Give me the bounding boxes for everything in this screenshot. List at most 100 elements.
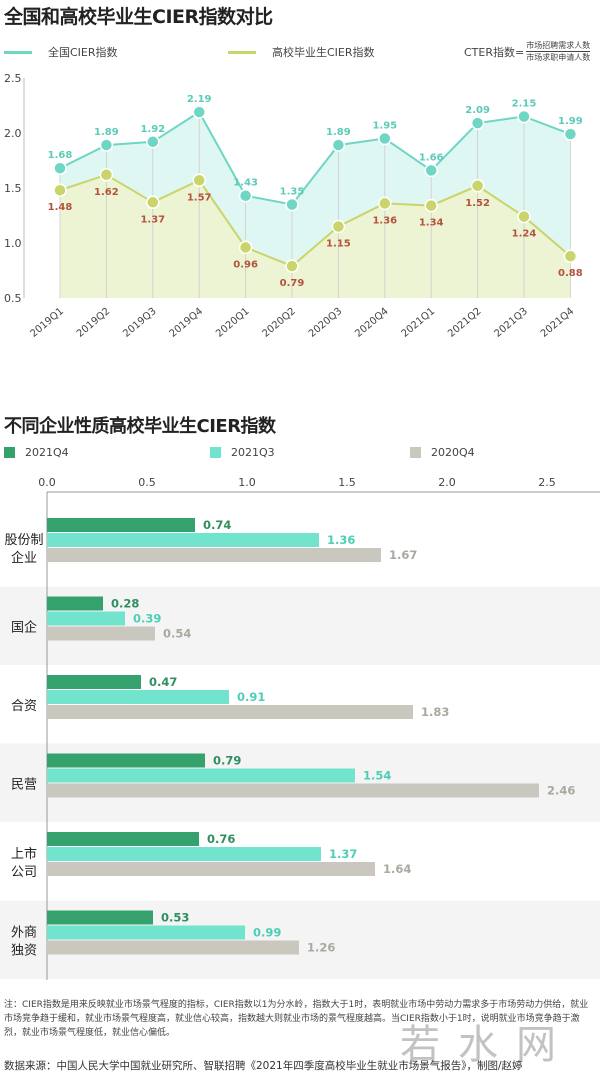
data-point	[99, 138, 114, 152]
data-label: 1.57	[187, 192, 212, 203]
bar-value-label: 0.99	[253, 926, 281, 940]
data-label: 1.95	[372, 121, 397, 132]
bar	[47, 753, 205, 768]
category-label: 民营	[11, 778, 37, 793]
data-point	[192, 173, 206, 188]
data-label: 0.96	[233, 259, 258, 270]
data-point	[285, 197, 299, 212]
legend-2021q4: 2021Q4	[4, 446, 69, 459]
data-point	[563, 249, 578, 263]
data-label: 1.24	[512, 229, 537, 240]
data-point	[53, 183, 67, 197]
bar	[47, 690, 229, 704]
y-tick-label: 2.5	[4, 72, 22, 85]
y-tick-label: 1.0	[4, 237, 22, 250]
bar	[47, 832, 199, 846]
bar	[47, 548, 381, 562]
x-tick-label: 0.5	[138, 476, 156, 489]
x-tick-label: 0.0	[38, 476, 56, 489]
category-label: 公司	[11, 865, 37, 880]
data-label: 1.36	[372, 215, 397, 226]
y-tick-label: 0.5	[4, 292, 22, 305]
bar-value-label: 0.39	[133, 612, 161, 626]
bar	[47, 940, 299, 955]
data-point	[53, 161, 67, 175]
data-label: 1.89	[326, 127, 351, 138]
data-point	[424, 163, 438, 178]
bar-value-label: 1.67	[389, 548, 417, 562]
legend-2020q4: 2020Q4	[410, 446, 475, 459]
category-label: 股份制	[4, 533, 43, 548]
data-point	[192, 105, 206, 119]
bar	[47, 847, 321, 861]
x-tick-label: 1.5	[338, 476, 356, 489]
bar	[47, 675, 141, 689]
bar	[47, 518, 195, 532]
data-label: 0.88	[558, 268, 583, 279]
series-line	[59, 173, 572, 268]
data-point	[517, 209, 531, 224]
category-label: 外商	[11, 926, 37, 941]
y-tick-label: 1.5	[4, 182, 22, 195]
bar-value-label: 0.74	[203, 518, 231, 532]
category-label: 上市	[11, 846, 37, 862]
bar	[47, 705, 413, 719]
data-point	[470, 116, 485, 130]
data-label: 2.09	[465, 105, 490, 116]
data-label: 2.15	[512, 99, 537, 110]
bar	[47, 783, 539, 798]
bar	[47, 910, 153, 925]
footnote: 注：CIER指数是用来反映就业市场景气程度的指标，CIER指数以1为分水岭，指数…	[4, 1000, 589, 1038]
bar	[47, 626, 155, 641]
data-point	[331, 219, 346, 234]
category-label: 独资	[11, 944, 37, 959]
data-point	[470, 179, 485, 193]
bar	[47, 862, 375, 876]
watermark: 若水网	[400, 1022, 574, 1068]
bar-value-label: 1.26	[307, 941, 335, 955]
data-source: 数据来源：中国人民大学中国就业研究所、智联招聘《2021年四季度高校毕业生就业市…	[4, 1060, 523, 1072]
bar	[47, 925, 245, 940]
category-label: 合资	[11, 699, 37, 714]
data-label: 1.37	[140, 214, 165, 225]
bar-value-label: 0.79	[213, 754, 241, 768]
data-point	[238, 188, 253, 203]
bar	[47, 611, 125, 626]
bar	[47, 768, 355, 783]
data-point	[331, 138, 346, 152]
data-label: 2.19	[187, 94, 212, 105]
data-point	[424, 198, 438, 213]
data-label: 1.48	[48, 202, 73, 213]
data-point	[238, 240, 253, 255]
data-label: 1.34	[419, 218, 444, 229]
bar-value-label: 0.54	[163, 627, 191, 641]
data-label: 1.62	[94, 187, 119, 198]
legend-college: 高校毕业生CIER指数	[228, 44, 375, 60]
data-point	[517, 109, 531, 124]
line-chart-title: 全国和高校毕业生CIER指数对比	[4, 6, 273, 28]
data-point	[285, 259, 299, 273]
bar-value-label: 0.53	[161, 911, 189, 925]
bar-value-label: 0.91	[237, 690, 265, 704]
category-label: 企业	[11, 550, 37, 566]
y-tick-label: 2.0	[4, 127, 22, 140]
legend-national: 全国CIER指数	[4, 44, 118, 60]
data-point	[99, 168, 114, 182]
category-label: 国企	[11, 620, 37, 636]
series-area	[60, 174, 571, 298]
series-line	[59, 110, 571, 206]
data-label: 1.92	[140, 124, 165, 135]
data-label: 1.66	[419, 152, 444, 163]
bar-value-label: 1.64	[383, 862, 411, 876]
bar	[47, 596, 103, 611]
formula: CTER指数= 市场招聘需求人数 市场求职申请人数	[464, 41, 591, 62]
bar-value-label: 1.54	[363, 769, 391, 783]
x-tick-label: 2.5	[538, 476, 556, 489]
data-label: 1.99	[558, 116, 583, 127]
data-label: 1.68	[48, 150, 73, 161]
data-label: 1.35	[280, 187, 305, 198]
data-label: 1.43	[233, 178, 258, 189]
legend-2021q3: 2021Q3	[210, 446, 275, 459]
bar-value-label: 1.36	[327, 533, 355, 547]
